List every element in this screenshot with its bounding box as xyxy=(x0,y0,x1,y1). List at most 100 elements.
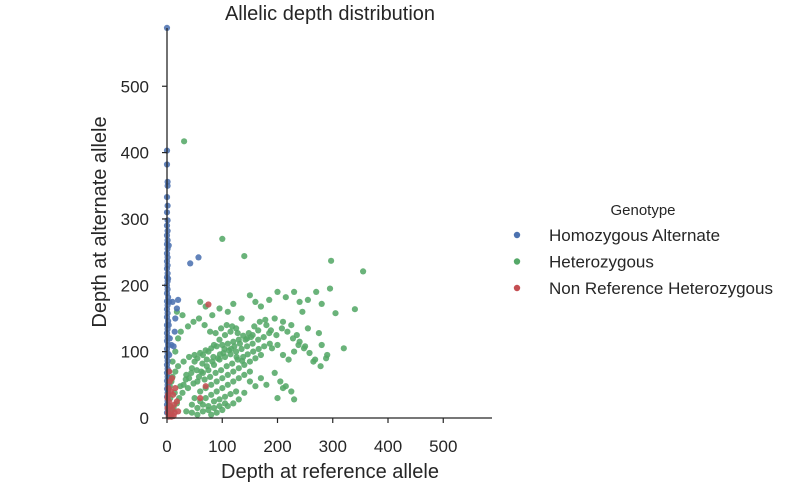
x-tick-label: 300 xyxy=(319,437,347,456)
point-heterozygous xyxy=(289,335,297,342)
point-heterozygous xyxy=(195,373,203,380)
point-heterozygous xyxy=(255,336,262,343)
point-heterozygous xyxy=(235,396,242,403)
point-heterozygous xyxy=(252,298,259,305)
legend-label-homozygous-alternate: Homozygous Alternate xyxy=(549,226,720,245)
point-heterozygous xyxy=(194,404,201,412)
point-heterozygous xyxy=(224,308,231,315)
point-heterozygous xyxy=(273,332,280,339)
y-tick-label: 200 xyxy=(121,276,149,295)
point-heterozygous xyxy=(207,328,214,335)
point-heterozygous xyxy=(223,322,230,329)
point-heterozygous xyxy=(207,373,214,380)
y-tick-label: 400 xyxy=(121,144,149,163)
point-heterozygous xyxy=(224,403,231,410)
point-heterozygous xyxy=(224,381,231,388)
point-heterozygous xyxy=(246,358,253,365)
x-ticks: 0 100 200 300 400 500 xyxy=(162,418,457,456)
point-heterozygous xyxy=(326,285,334,292)
point-heterozygous xyxy=(216,305,223,312)
point-heterozygous xyxy=(179,312,186,319)
point-homozygous-alternate xyxy=(163,24,171,31)
legend-marker-homozygous-alternate xyxy=(513,231,521,239)
point-heterozygous xyxy=(169,358,176,365)
point-heterozygous xyxy=(223,363,230,370)
point-homozygous-alternate xyxy=(187,260,194,267)
legend-label-non-reference-heterozygous: Non Reference Heterozygous xyxy=(549,279,773,298)
point-non-reference-heterozygous xyxy=(167,388,174,395)
point-heterozygous xyxy=(213,388,220,395)
point-heterozygous xyxy=(229,360,236,367)
point-heterozygous xyxy=(205,406,212,414)
point-heterozygous xyxy=(255,345,262,353)
point-heterozygous xyxy=(219,406,226,414)
point-heterozygous xyxy=(175,335,182,342)
point-heterozygous xyxy=(213,378,220,385)
point-heterozygous xyxy=(228,345,235,353)
point-heterozygous xyxy=(233,353,240,361)
point-heterozygous xyxy=(208,391,215,398)
point-heterozygous xyxy=(197,388,204,395)
point-heterozygous xyxy=(230,378,237,385)
point-heterozygous xyxy=(201,376,208,383)
point-non-reference-heterozygous xyxy=(168,375,176,382)
x-tick-label: 400 xyxy=(374,437,402,456)
point-heterozygous xyxy=(252,383,259,390)
point-heterozygous xyxy=(194,355,201,362)
legend-marker-heterozygous xyxy=(513,258,521,265)
point-heterozygous xyxy=(216,336,223,343)
point-heterozygous xyxy=(202,395,209,402)
point-heterozygous xyxy=(188,409,195,416)
point-heterozygous xyxy=(230,300,237,307)
point-heterozygous xyxy=(328,257,335,264)
point-heterozygous xyxy=(263,381,270,388)
y-tick-label: 500 xyxy=(121,77,149,96)
point-heterozygous xyxy=(263,322,270,329)
legend: Genotype Homozygous Alternate Heterozygou… xyxy=(513,202,773,298)
point-heterozygous xyxy=(179,389,186,396)
point-heterozygous xyxy=(315,330,322,337)
point-heterozygous xyxy=(199,408,206,415)
point-heterozygous xyxy=(227,328,234,335)
x-tick-label: 0 xyxy=(162,437,171,456)
point-heterozygous xyxy=(172,368,179,375)
point-heterozygous xyxy=(224,340,231,347)
y-tick-label: 100 xyxy=(121,343,149,362)
point-heterozygous xyxy=(194,411,201,418)
point-heterozygous xyxy=(246,368,253,375)
point-heterozygous xyxy=(261,343,268,350)
point-homozygous-alternate xyxy=(195,254,202,261)
legend-label-heterozygous: Heterozygous xyxy=(549,253,654,272)
point-heterozygous xyxy=(312,356,319,363)
y-ticks: 0 100 200 300 400 500 xyxy=(121,77,167,428)
point-homozygous-alternate xyxy=(175,296,182,303)
point-heterozygous xyxy=(197,298,204,305)
point-heterozygous xyxy=(210,341,218,349)
point-heterozygous xyxy=(257,303,264,310)
point-heterozygous xyxy=(184,385,192,392)
point-heterozygous xyxy=(236,340,243,347)
point-heterozygous xyxy=(360,268,367,275)
point-heterozygous xyxy=(332,310,339,317)
point-heterozygous xyxy=(266,340,273,347)
y-tick-label: 300 xyxy=(121,210,149,229)
legend-marker-non-reference-heterozygous xyxy=(513,284,521,292)
point-heterozygous xyxy=(271,369,278,376)
point-non-reference-heterozygous xyxy=(202,383,209,390)
point-heterozygous xyxy=(252,355,259,362)
x-tick-label: 500 xyxy=(429,437,457,456)
point-heterozygous xyxy=(219,375,226,382)
point-heterozygous xyxy=(245,330,252,337)
point-homozygous-alternate xyxy=(169,298,176,305)
point-heterozygous xyxy=(299,308,306,315)
point-heterozygous xyxy=(172,348,179,355)
point-heterozygous xyxy=(230,368,237,375)
point-heterozygous xyxy=(246,292,253,299)
point-heterozygous xyxy=(199,401,206,408)
point-heterozygous xyxy=(219,385,226,392)
point-heterozygous xyxy=(284,328,291,335)
point-heterozygous xyxy=(208,411,215,418)
point-heterozygous xyxy=(291,348,298,355)
point-heterozygous xyxy=(255,327,262,334)
